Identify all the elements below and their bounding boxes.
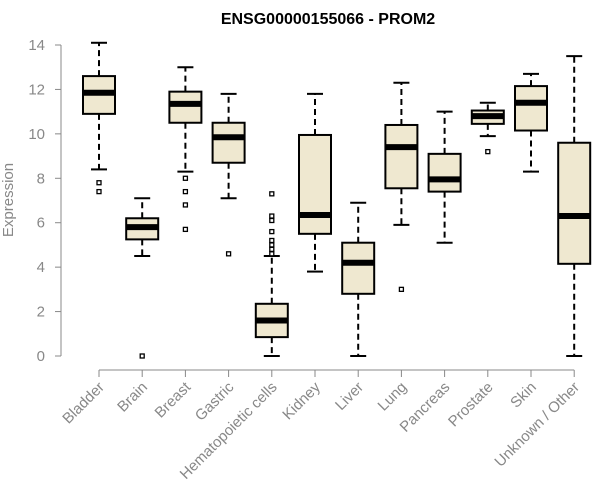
box-brain <box>125 197 160 359</box>
outlier-point <box>96 180 102 186</box>
box-breast <box>168 66 203 233</box>
outlier-point <box>182 226 189 233</box>
x-tick-label: Brain <box>114 379 151 416</box>
outlier-point <box>269 191 275 197</box>
y-tick-label: 2 <box>37 304 45 321</box>
outlier-point <box>269 213 275 219</box>
iqr-box <box>557 141 592 265</box>
y-axis: 0 2 4 6 8 10 12 14 <box>28 37 62 365</box>
box-skin <box>514 72 548 173</box>
outlier-point <box>269 242 275 248</box>
iqr-box <box>427 152 462 193</box>
iqr-box <box>168 90 203 124</box>
x-tick-label: Kidney <box>279 378 324 423</box>
outlier-point <box>96 188 102 195</box>
x-tick-label: Liver <box>332 379 367 414</box>
outlier-point <box>139 353 145 359</box>
y-tick-label: 8 <box>37 170 45 187</box>
y-tick-label: 14 <box>28 37 45 54</box>
boxes-group <box>82 41 592 359</box>
box-lung <box>384 81 419 293</box>
outlier-point <box>182 202 189 208</box>
y-tick-label: 12 <box>28 81 45 98</box>
chart-title: ENSG00000155066 - PROM2 <box>221 11 435 28</box>
outlier-point <box>269 251 275 257</box>
outlier-point <box>485 148 491 155</box>
box-prostate <box>470 101 505 155</box>
y-tick-label: 10 <box>28 126 45 143</box>
box-gastric <box>211 92 246 257</box>
y-axis-label: Expression <box>0 163 17 237</box>
x-tick-label: Skin <box>507 379 540 412</box>
iqr-box <box>298 133 332 235</box>
outlier-point <box>225 251 232 257</box>
outlier-point <box>182 188 189 195</box>
box-liver <box>341 201 376 357</box>
iqr-box <box>211 121 246 164</box>
iqr-box <box>514 85 548 132</box>
box-unknown-other <box>557 55 592 357</box>
outlier-point <box>269 246 275 253</box>
outlier-point <box>269 217 275 224</box>
x-tick-label: Breast <box>152 378 195 421</box>
outlier-point <box>269 237 275 244</box>
box-bladder <box>82 41 116 195</box>
y-tick-label: 0 <box>37 348 45 365</box>
x-tick-label: Bladder <box>59 379 108 428</box>
iqr-box <box>384 123 419 190</box>
x-tick-label: Lung <box>375 379 411 415</box>
outlier-point <box>398 286 405 293</box>
x-tick-label: Prostate <box>445 379 497 431</box>
box-pancreas <box>427 110 462 244</box>
outlier-point <box>182 175 189 181</box>
y-tick-label: 6 <box>37 215 45 232</box>
iqr-box <box>341 241 376 295</box>
box-kidney <box>298 92 332 273</box>
outlier-point <box>269 228 275 235</box>
box-hematopoietic-cells <box>254 191 289 357</box>
y-tick-label: 4 <box>37 259 45 276</box>
